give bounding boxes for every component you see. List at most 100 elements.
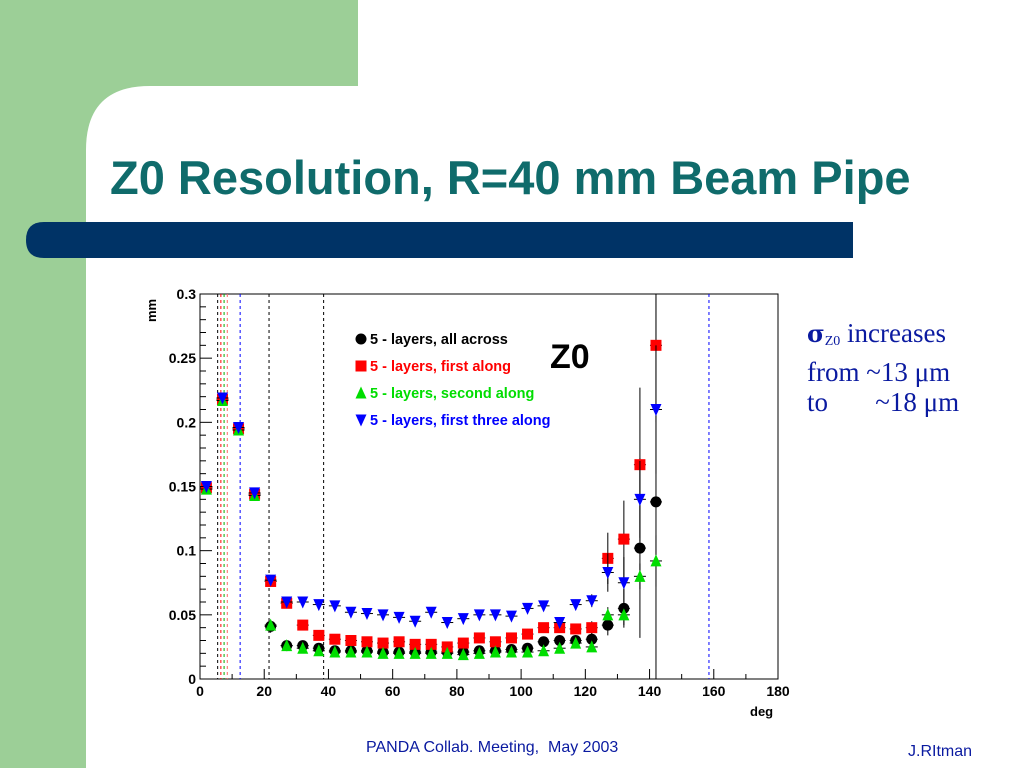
- data-point: [554, 635, 566, 646]
- data-point: [329, 633, 341, 645]
- data-point: [634, 542, 646, 554]
- x-axis-title: deg: [750, 704, 773, 719]
- data-point: [586, 633, 598, 645]
- data-point: [457, 613, 469, 626]
- legend-label: 5 - layers, second along: [370, 386, 534, 402]
- data-point: [489, 636, 501, 648]
- x-tick-label: 180: [766, 683, 790, 699]
- legend-marker: [355, 414, 367, 427]
- data-point: [618, 577, 630, 590]
- data-point: [602, 566, 614, 579]
- side-note-line-1-text: increases: [840, 318, 946, 348]
- x-tick-label: 40: [321, 683, 337, 699]
- data-point: [618, 608, 630, 621]
- data-point: [377, 646, 389, 659]
- data-point: [457, 648, 469, 661]
- data-point: [345, 635, 357, 646]
- data-point: [216, 392, 228, 405]
- x-tick-label: 80: [449, 683, 465, 699]
- x-tick-label: 20: [256, 683, 272, 699]
- data-point: [554, 641, 566, 654]
- sigma-subscript: Z0: [824, 334, 841, 349]
- data-point: [377, 637, 389, 649]
- y-tick-label: 0.15: [169, 479, 196, 495]
- x-tick-label: 160: [702, 683, 726, 699]
- data-point: [473, 609, 485, 622]
- data-point: [505, 610, 517, 623]
- data-point: [634, 569, 646, 582]
- data-point: [200, 481, 212, 493]
- x-tick-label: 0: [196, 683, 204, 699]
- data-point: [313, 599, 325, 612]
- y-tick-label: 0.2: [177, 414, 197, 430]
- data-point: [570, 636, 582, 649]
- data-point: [650, 339, 662, 351]
- legend-marker: [355, 386, 367, 399]
- data-point: [457, 637, 469, 649]
- data-point: [297, 596, 309, 609]
- data-point: [650, 404, 662, 416]
- data-point: [602, 608, 614, 621]
- data-point: [329, 600, 341, 613]
- data-point: [538, 644, 550, 657]
- y-tick-label: 0.1: [177, 543, 197, 559]
- data-point: [393, 636, 405, 648]
- x-tick-label: 100: [509, 683, 533, 699]
- data-point: [393, 611, 405, 624]
- legend-label: 5 - layers, first along: [370, 359, 511, 375]
- data-point: [361, 636, 373, 648]
- title-bar: [26, 222, 853, 258]
- z0-resolution-chart: 0 20 40 60 80 100 120 140 160 180 0 0.05 0.1 0.15 0.2 0…: [144, 286, 790, 719]
- data-point: [522, 645, 534, 658]
- legend-label: 5 - layers, first three along: [370, 413, 551, 429]
- data-point: [618, 533, 630, 545]
- footer-author: J.RItman: [908, 743, 973, 760]
- green-panel-top: [0, 0, 358, 86]
- y-tick-label: 0.3: [177, 286, 197, 302]
- data-point: [345, 606, 357, 619]
- data-point: [634, 493, 646, 506]
- data-point: [570, 623, 582, 635]
- data-point: [265, 618, 277, 631]
- data-point: [409, 615, 421, 628]
- data-point: [233, 421, 245, 434]
- data-point: [329, 645, 341, 658]
- y-axis-title: mm: [144, 299, 159, 322]
- data-point: [249, 487, 261, 500]
- slide-title: Z0 Resolution, R=40 mm Beam Pipe: [110, 151, 911, 204]
- sigma-symbol: σ: [807, 319, 825, 348]
- data-point: [425, 646, 437, 659]
- data-point: [505, 632, 517, 644]
- data-point: [473, 632, 485, 644]
- legend-label: 5 - layers, all across: [370, 332, 508, 348]
- x-tick-label: 120: [574, 683, 598, 699]
- chart-legend: 5 - layers, all across 5 - layers, first …: [355, 332, 551, 429]
- data-point: [441, 617, 453, 630]
- chart-title: Z0: [550, 338, 590, 376]
- data-point: [393, 646, 405, 659]
- footer-meeting: PANDA Collab. Meeting, May 2003: [366, 739, 619, 756]
- y-tick-label: 0.05: [169, 607, 196, 623]
- data-point: [441, 646, 453, 659]
- data-point: [313, 629, 325, 641]
- data-point: [586, 622, 598, 634]
- y-tick-label: 0.25: [169, 350, 196, 366]
- data-point: [425, 638, 437, 650]
- data-point: [265, 574, 277, 587]
- side-note: σZ0 increases from ~13 μm to ~18 μm: [807, 318, 959, 417]
- y-tick-label: 0: [188, 671, 196, 687]
- plot-frame: [199, 293, 779, 680]
- data-point: [409, 646, 421, 659]
- data-point: [505, 645, 517, 658]
- side-note-line-1: σZ0 increases: [807, 318, 959, 357]
- data-point: [377, 609, 389, 622]
- data-point: [281, 596, 293, 609]
- data-point: [361, 645, 373, 658]
- legend-marker: [355, 360, 367, 372]
- side-note-line-2: from ~13 μm: [807, 357, 951, 387]
- data-point: [297, 619, 309, 631]
- data-point: [650, 496, 662, 508]
- data-point: [361, 608, 373, 621]
- data-point: [602, 619, 614, 631]
